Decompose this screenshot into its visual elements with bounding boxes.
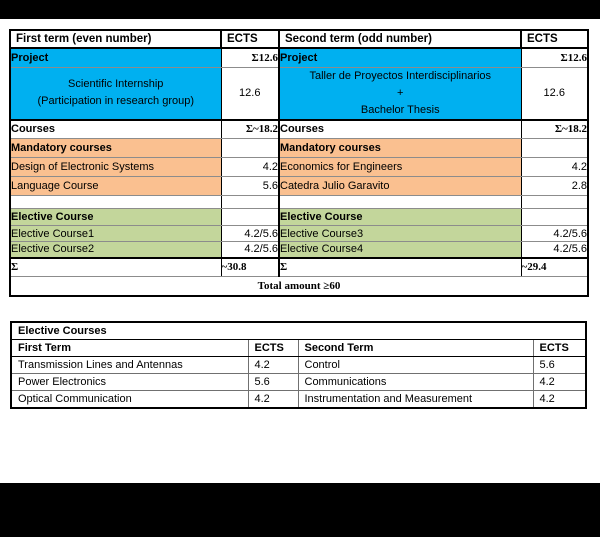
header-second-term: Second Term	[297, 338, 534, 357]
courses-ects-right: Σ~18.2	[520, 118, 589, 140]
course-name: Elective Course2	[9, 241, 222, 259]
elective-header-row: Elective Course Elective Course	[9, 208, 589, 227]
header-ects-left: ECTS	[247, 338, 299, 357]
header-ects-right: ECTS	[520, 29, 589, 49]
course-name: Language Course	[9, 176, 222, 197]
sum-ects-left: ~30.8	[220, 256, 280, 278]
course-name: Control	[297, 355, 534, 374]
course-name: Optical Communication	[10, 389, 249, 409]
course-ects: 5.6	[247, 372, 299, 391]
header-ects-right: ECTS	[532, 338, 587, 357]
course-ects: 4.2/5.6	[220, 241, 280, 259]
internship-line1: Scientific Internship	[68, 78, 164, 91]
page-content: First term (even number) ECTS Second ter…	[0, 29, 600, 483]
mandatory-ects-right-empty	[520, 138, 589, 159]
course-name: Elective Course3	[278, 225, 522, 243]
project-label-left: Project	[9, 47, 222, 68]
internship-row: Scientific Internship (Participation in …	[9, 66, 589, 121]
elective-course-row-2: Power Electronics 5.6 Communications 4.2	[10, 372, 587, 391]
elective-table-title: Elective Courses	[10, 321, 587, 340]
elective-courses-table: Elective Courses First Term ECTS Second …	[10, 320, 588, 409]
thesis-cell-right: Taller de Proyectos Interdisciplinarios …	[278, 66, 522, 121]
course-name: Design of Electronic Systems	[9, 157, 222, 178]
elective-label-right: Elective Course	[278, 208, 522, 227]
course-name: Economics for Engineers	[278, 157, 522, 178]
course-name: Catedra Julio Garavito	[278, 176, 522, 197]
courses-label-left: Courses	[9, 118, 222, 140]
courses-label-right: Courses	[278, 118, 522, 140]
elective-course-row-3: Optical Communication 4.2 Instrumentatio…	[10, 389, 587, 409]
mandatory-ects-left-empty	[220, 138, 280, 159]
project-ects-left: Σ12.6	[220, 47, 280, 68]
total-amount: Total amount ≥60	[9, 276, 589, 297]
term-plan-table: First term (even number) ECTS Second ter…	[9, 29, 589, 297]
course-ects: 4.2	[532, 389, 587, 409]
elective-ects-left-empty	[220, 208, 280, 227]
course-ects: 4.2	[247, 389, 299, 409]
letterbox-bottom	[0, 483, 600, 537]
courses-row: Courses Σ~18.2 Courses Σ~18.2	[9, 118, 589, 140]
course-ects: 4.2	[220, 157, 280, 178]
sum-symbol-right: Σ	[278, 256, 522, 278]
elective-ects-right-empty	[520, 208, 589, 227]
course-ects: 5.6	[220, 176, 280, 197]
elective-label-left: Elective Course	[9, 208, 222, 227]
course-ects: 5.6	[532, 355, 587, 374]
courses-ects-left: Σ~18.2	[220, 118, 280, 140]
course-ects: 4.2	[247, 355, 299, 374]
internship-line2: (Participation in research group)	[37, 95, 195, 108]
course-name: Power Electronics	[10, 372, 249, 391]
project-ects-right: Σ12.6	[520, 47, 589, 68]
thesis-line1: Taller de Proyectos Interdisciplinarios	[309, 69, 492, 82]
mandatory-label-right: Mandatory courses	[278, 138, 522, 159]
course-name: Transmission Lines and Antennas	[10, 355, 249, 374]
thesis-line3: Bachelor Thesis	[360, 103, 440, 116]
sum-ects-right: ~29.4	[520, 256, 589, 278]
course-ects: 2.8	[520, 176, 589, 197]
mandatory-header-row: Mandatory courses Mandatory courses	[9, 138, 589, 159]
course-ects: 4.2/5.6	[520, 241, 589, 259]
total-row: Total amount ≥60	[9, 276, 589, 297]
course-ects: 4.2	[520, 157, 589, 178]
course-ects: 4.2/5.6	[520, 225, 589, 243]
thesis-ects-right: 12.6	[520, 66, 589, 121]
header-ects-left: ECTS	[220, 29, 280, 49]
mandatory-label-left: Mandatory courses	[9, 138, 222, 159]
term-table-header-row: First term (even number) ECTS Second ter…	[9, 29, 589, 49]
project-row: Project Σ12.6 Project Σ12.6	[9, 47, 589, 68]
elective-course-row-1: Transmission Lines and Antennas 4.2 Cont…	[10, 355, 587, 374]
project-label-right: Project	[278, 47, 522, 68]
header-second-term: Second term (odd number)	[278, 29, 522, 49]
course-name: Elective Course4	[278, 241, 522, 259]
course-ects: 4.2/5.6	[220, 225, 280, 243]
header-first-term: First term (even number)	[9, 29, 222, 49]
sum-row: Σ ~30.8 Σ ~29.4	[9, 256, 589, 278]
course-name: Instrumentation and Measurement	[297, 389, 534, 409]
header-first-term: First Term	[10, 338, 249, 357]
letterbox-top	[0, 0, 600, 19]
spacer-row	[9, 195, 589, 210]
mandatory-row-2: Language Course 5.6 Catedra Julio Garavi…	[9, 176, 589, 197]
elective-row-1: Elective Course1 4.2/5.6 Elective Course…	[9, 225, 589, 243]
elective-table-title-row: Elective Courses	[10, 321, 587, 340]
elective-table-header-row: First Term ECTS Second Term ECTS	[10, 338, 587, 357]
sum-symbol-left: Σ	[9, 256, 222, 278]
course-name: Communications	[297, 372, 534, 391]
elective-row-2: Elective Course2 4.2/5.6 Elective Course…	[9, 241, 589, 259]
course-name: Elective Course1	[9, 225, 222, 243]
course-ects: 4.2	[532, 372, 587, 391]
thesis-line2: +	[397, 86, 404, 99]
mandatory-row-1: Design of Electronic Systems 4.2 Economi…	[9, 157, 589, 178]
internship-cell-left: Scientific Internship (Participation in …	[9, 66, 222, 121]
internship-ects-left: 12.6	[220, 66, 280, 121]
